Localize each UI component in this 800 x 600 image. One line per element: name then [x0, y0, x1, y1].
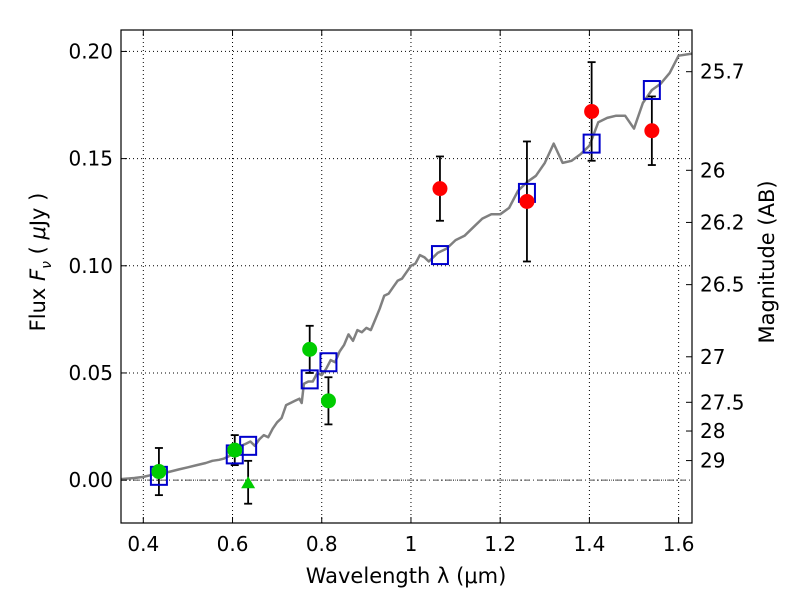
observed-flux-point: [302, 341, 318, 357]
x-tick-label: 0.8: [306, 532, 338, 556]
magnitude-tick-label: 27.5: [700, 390, 745, 414]
plot-frame: [120, 29, 693, 524]
model-photometry-square: [582, 133, 601, 154]
y-tick-label: 0.10: [68, 254, 113, 278]
magnitude-tick-labels: 25.7 26 26.2 26.5 27 27.5 28 29: [700, 60, 745, 473]
y-axis-label: Flux Fν ( μJy ): [26, 193, 55, 332]
x-tick-label: 1: [405, 532, 418, 556]
tick-layer: [121, 30, 692, 523]
x-tick-labels: 0.4 0.6 0.8 1 1.2 1.4 1.6: [127, 532, 694, 556]
observed-flux-point: [644, 123, 660, 139]
model-photometry-square: [300, 369, 319, 390]
y-tick-label: 0.20: [68, 39, 113, 63]
model-sed-line: [120, 52, 693, 481]
magnitude-tick-label: 26.2: [700, 210, 745, 234]
x-axis-label: Wavelength λ (μm): [306, 564, 507, 588]
x-tick-label: 0.4: [127, 532, 159, 556]
y-tick-labels: 0.00 0.05 0.10 0.15 0.20: [68, 39, 113, 492]
observed-flux-point: [320, 393, 336, 409]
y-tick-label: 0.15: [68, 147, 113, 171]
magnitude-tick-label: 28: [700, 419, 725, 443]
model-photometry-square: [319, 352, 338, 373]
magnitude-tick-label: 26: [700, 158, 725, 182]
magnitude-tick-label: 25.7: [700, 60, 745, 84]
y-axis-label-pre: Flux: [26, 281, 50, 331]
x-tick-label: 1.6: [663, 532, 695, 556]
observed-flux-point: [519, 193, 535, 209]
magnitude-tick-label: 26.5: [700, 273, 745, 297]
x-tick-label: 1.4: [573, 532, 605, 556]
x-tick-label: 1.2: [484, 532, 516, 556]
model-sed-layer: [120, 52, 693, 481]
y-axis-label-unit: Jy ): [26, 193, 50, 229]
y-axis-label-sub: ν: [39, 261, 55, 269]
errorbar-layer: [154, 61, 656, 505]
y-axis-label-var: F: [26, 268, 50, 281]
x-tick-label: 0.6: [217, 532, 249, 556]
magnitude-tick-label: 27: [700, 345, 725, 369]
observed-flux-point: [227, 442, 243, 458]
magnitude-tick-label: 29: [700, 449, 725, 473]
y-axis-label-mu: μ: [26, 226, 50, 240]
observed-flux-point: [432, 181, 448, 197]
y-tick-label: 0.00: [68, 468, 113, 492]
marker-layer: [149, 80, 661, 489]
model-photometry-square: [642, 80, 661, 101]
magnitude-axis-label: Magnitude (AB): [755, 180, 779, 343]
grid-lines: [121, 30, 692, 523]
observed-flux-triangle: [241, 476, 256, 489]
y-axis-label-open: (: [26, 240, 50, 262]
model-photometry-square: [430, 245, 449, 266]
observed-flux-point: [151, 464, 167, 480]
y-tick-label: 0.05: [68, 361, 113, 385]
observed-flux-point: [584, 103, 600, 119]
